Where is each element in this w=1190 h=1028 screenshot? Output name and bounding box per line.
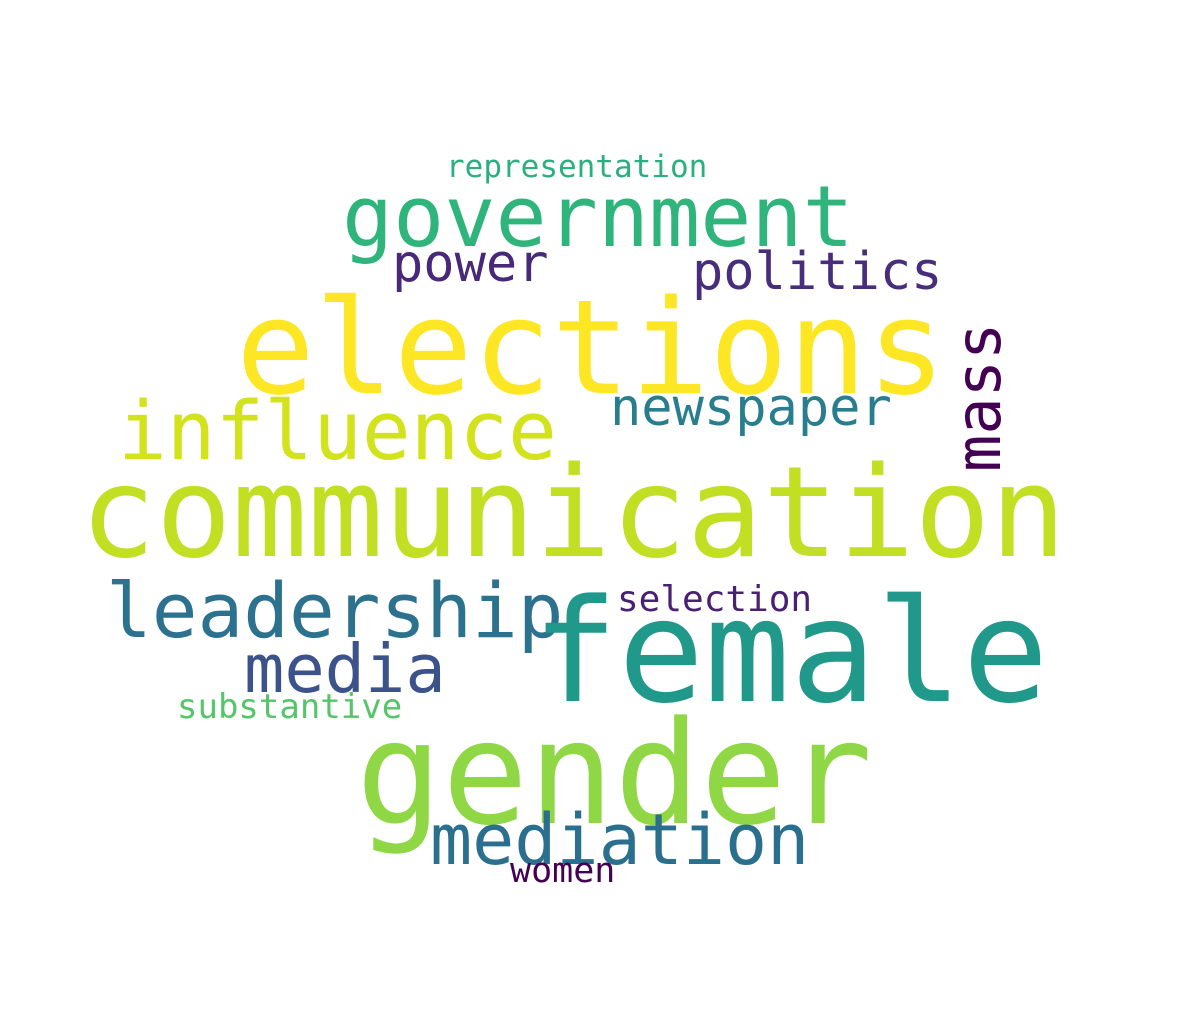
word-substantive: substantive xyxy=(177,687,403,727)
word-gender: gender xyxy=(356,690,873,857)
word-media: media xyxy=(244,630,446,708)
word-influence: influence xyxy=(118,385,557,479)
word-women: women xyxy=(510,851,616,891)
word-politics: politics xyxy=(692,242,943,302)
word-female: female xyxy=(532,568,1049,735)
word-power: power xyxy=(392,234,549,294)
word-newspaper: newspaper xyxy=(610,378,892,438)
word-elections: elections xyxy=(236,271,946,424)
word-mediation: mediation xyxy=(430,799,810,881)
word-representation: representation xyxy=(446,149,708,185)
word-leadership: leadership xyxy=(106,566,564,655)
word-communication: communication xyxy=(80,439,1067,586)
word-government: government xyxy=(342,168,854,267)
word-selection: selection xyxy=(617,579,813,620)
